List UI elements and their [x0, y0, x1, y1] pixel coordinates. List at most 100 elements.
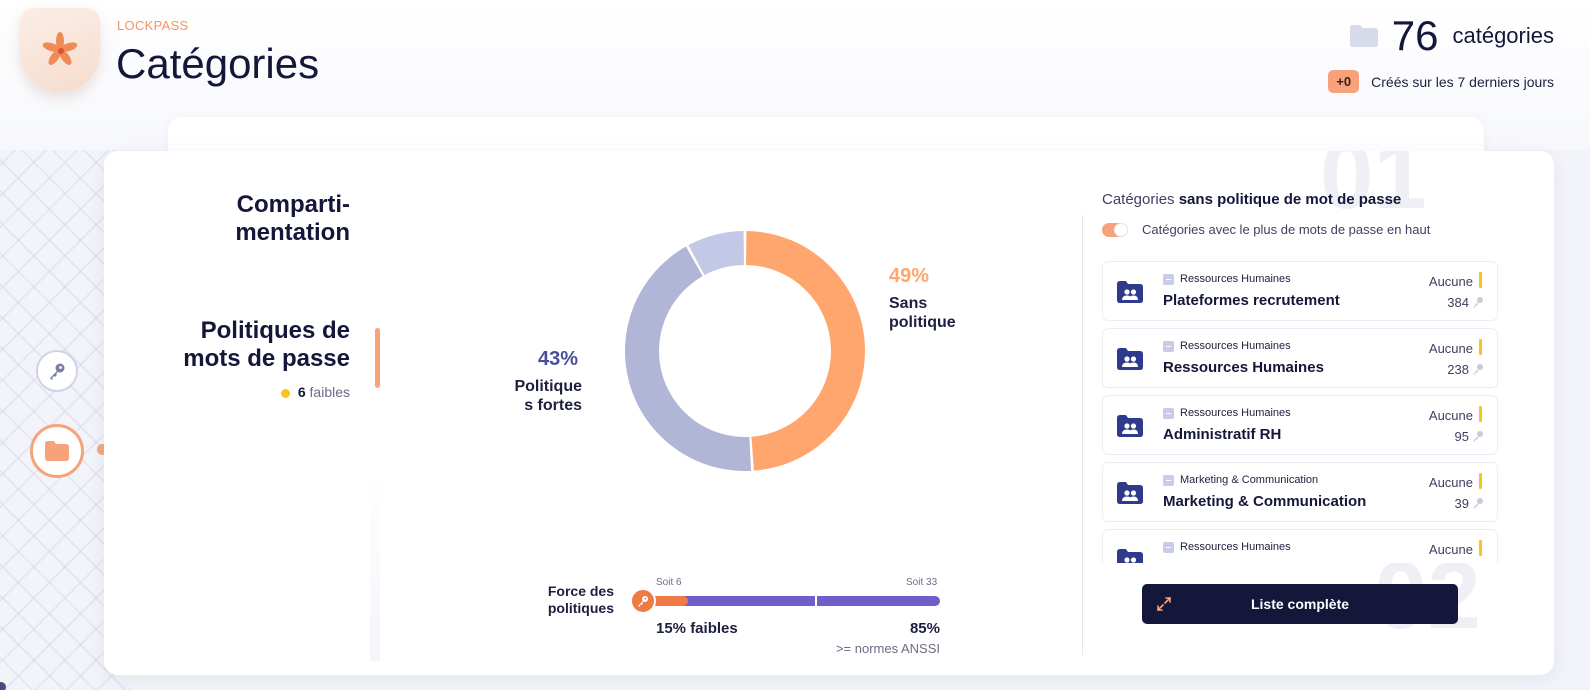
row-tag: Ressources Humaines — [1163, 273, 1291, 285]
users-folder-icon — [1117, 348, 1143, 370]
key-icon — [638, 596, 648, 607]
row-tag-label: Marketing & Communication — [1180, 474, 1319, 486]
tag-icon — [1163, 541, 1174, 553]
donut-slice-sans-politique — [746, 231, 866, 471]
category-count: 76 catégories — [1349, 12, 1554, 60]
panel-title-bold: sans politique de mot de passe — [1178, 191, 1402, 208]
key-icon — [1473, 431, 1483, 442]
corner-dot — [0, 682, 6, 690]
policy-card: 01 02 Comparti- mentation Politiques de … — [104, 151, 1554, 675]
weak-percent: 15% faibles — [656, 620, 738, 637]
menu-label: Politiques de mots de passe — [183, 317, 350, 372]
strength-bar-track — [644, 596, 940, 606]
row-policy: Aucune — [1428, 341, 1473, 356]
full-list-button[interactable]: Liste complète — [1142, 584, 1458, 624]
row-name: Ressources Humaines — [1163, 359, 1324, 376]
row-tag-label: Ressources Humaines — [1180, 340, 1291, 352]
category-list[interactable]: Ressources Humaines Plateformes recrutem… — [1102, 261, 1498, 563]
key-icon — [50, 363, 65, 380]
panel-title-prefix: Catégories — [1102, 191, 1175, 208]
row-name: Plateformes recrutement — [1163, 292, 1340, 309]
tag-icon — [1163, 407, 1174, 419]
strength-knob — [630, 588, 656, 614]
strength-bar-divider — [815, 594, 817, 608]
users-folder-icon — [1117, 415, 1143, 437]
strong-policy-percent: 43% — [538, 348, 579, 370]
strength-label: Force des politiques — [547, 583, 614, 616]
key-icon — [1473, 498, 1483, 509]
row-name: Administratif RH — [1163, 426, 1282, 443]
brand-name: LOCKPASS — [117, 18, 189, 33]
rail-passwords-button[interactable] — [36, 350, 78, 392]
category-count-unit: catégories — [1452, 23, 1554, 48]
donut-slice-autre — [688, 231, 744, 276]
tag-icon — [1163, 474, 1174, 486]
recent-badge: +0 — [1328, 70, 1360, 93]
expand-icon — [1157, 597, 1171, 611]
menu-divider — [370, 471, 380, 661]
row-tag: Ressources Humaines — [1163, 340, 1291, 352]
soit-weak: Soit 6 — [656, 577, 682, 588]
row-name: Marketing & Communication — [1163, 493, 1367, 510]
panel-divider — [1082, 215, 1083, 655]
list-item[interactable]: Ressources Humaines Administratif RH Auc… — [1102, 395, 1498, 455]
row-password-count: 95 — [1454, 429, 1469, 444]
sans-policy-label: Sans politique — [889, 295, 956, 331]
rail-categories-button[interactable] — [30, 424, 84, 478]
list-item[interactable]: Ressources Humaines Ressources Humaines … — [1102, 328, 1498, 388]
row-status-bar — [1479, 473, 1482, 489]
folder-icon — [45, 441, 69, 461]
strength-bar-weak — [634, 596, 689, 606]
row-status-bar — [1479, 406, 1482, 422]
row-policy: Aucune — [1428, 408, 1473, 423]
decorative-number: 01 — [1320, 151, 1427, 229]
sort-toggle[interactable] — [1102, 223, 1128, 237]
category-count-number: 76 — [1391, 12, 1439, 59]
row-password-count: 39 — [1454, 496, 1469, 511]
anssi-norm-label: >= normes ANSSI — [835, 641, 940, 656]
folder-icon — [1349, 25, 1378, 47]
active-indicator — [97, 444, 108, 455]
key-icon — [1473, 297, 1483, 308]
menu-active-bar — [375, 328, 380, 388]
tag-icon — [1163, 273, 1174, 285]
recent-created: +0 Créés sur les 7 derniers jours — [1328, 70, 1554, 93]
asterisk-logo-icon — [42, 32, 78, 65]
row-policy: Aucune — [1428, 542, 1473, 557]
sans-policy-percent: 49% — [889, 265, 930, 287]
menu-compartmentation[interactable]: Comparti- mentation — [110, 191, 350, 247]
donut-slice-politiques-fortes — [624, 246, 752, 471]
sort-toggle-label: Catégories avec le plus de mots de passe… — [1142, 222, 1431, 237]
weak-count: 6 — [297, 384, 306, 400]
list-item[interactable]: Ressources Humaines Aucune — [1102, 529, 1498, 563]
row-status-bar — [1479, 540, 1482, 556]
row-tag: Ressources Humaines — [1163, 541, 1291, 553]
policy-donut-chart — [624, 231, 866, 471]
tag-icon — [1163, 340, 1174, 352]
lockpass-logo — [20, 8, 100, 92]
row-tag-label: Ressources Humaines — [1180, 407, 1291, 419]
row-status-bar — [1479, 339, 1482, 355]
row-status-bar — [1479, 272, 1482, 288]
row-password-count: 238 — [1447, 362, 1469, 377]
list-item[interactable]: Marketing & Communication Marketing & Co… — [1102, 462, 1498, 522]
row-tag-label: Ressources Humaines — [1180, 273, 1291, 285]
row-policy: Aucune — [1428, 274, 1473, 289]
weak-label: faibles — [309, 384, 350, 400]
list-item[interactable]: Ressources Humaines Plateformes recrutem… — [1102, 261, 1498, 321]
panel-title: Catégories sans politique de mot de pass… — [1102, 191, 1401, 208]
page-title: Catégories — [116, 40, 320, 87]
row-policy: Aucune — [1428, 475, 1473, 490]
menu-password-policies[interactable]: Politiques de mots de passe — [110, 317, 350, 373]
strong-policy-label: Politique s fortes — [514, 378, 582, 414]
users-folder-icon — [1117, 482, 1143, 504]
strong-percent: 85% — [909, 620, 940, 637]
row-tag-label: Ressources Humaines — [1180, 541, 1291, 553]
row-tag: Ressources Humaines — [1163, 407, 1291, 419]
soit-strong: Soit 33 — [906, 577, 938, 588]
menu-label: Comparti- mentation — [235, 191, 350, 246]
warning-dot-icon — [280, 388, 290, 398]
row-password-count: 384 — [1447, 295, 1469, 310]
full-list-label: Liste complète — [1250, 596, 1350, 612]
key-icon — [1473, 364, 1483, 375]
